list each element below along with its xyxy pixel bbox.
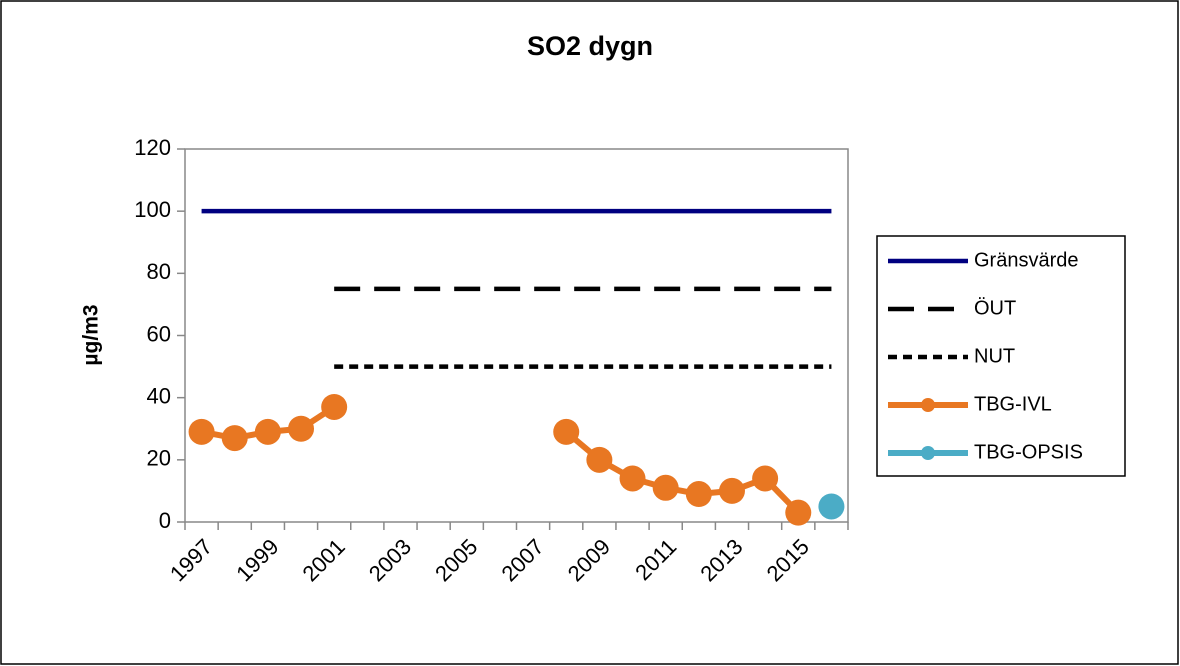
y-tick-label: 40 bbox=[147, 383, 171, 408]
marker bbox=[718, 477, 745, 504]
legend-marker bbox=[921, 446, 935, 460]
y-tick-label: 100 bbox=[134, 197, 171, 222]
y-tick-label: 0 bbox=[159, 508, 171, 533]
marker bbox=[818, 493, 845, 520]
chart-title: SO2 dygn bbox=[527, 31, 653, 61]
marker bbox=[553, 418, 580, 445]
marker bbox=[619, 465, 646, 492]
marker bbox=[652, 474, 679, 501]
legend-label: ÖUT bbox=[974, 297, 1016, 319]
marker bbox=[221, 425, 248, 452]
legend-label: TBG-IVL bbox=[974, 393, 1052, 415]
legend-label: Gränsvärde bbox=[974, 249, 1079, 271]
marker bbox=[586, 446, 613, 473]
marker bbox=[188, 418, 215, 445]
legend-label: TBG-OPSIS bbox=[974, 441, 1083, 463]
marker bbox=[785, 499, 812, 526]
y-tick-label: 20 bbox=[147, 446, 171, 471]
marker bbox=[685, 481, 712, 508]
y-tick-label: 80 bbox=[147, 259, 171, 284]
marker bbox=[254, 418, 281, 445]
marker bbox=[321, 393, 348, 420]
y-tick-label: 120 bbox=[134, 135, 171, 160]
legend-label: NUT bbox=[974, 345, 1015, 367]
marker bbox=[752, 465, 779, 492]
y-tick-label: 60 bbox=[147, 321, 171, 346]
y-axis-label: µg/m3 bbox=[80, 304, 103, 365]
marker bbox=[288, 415, 315, 442]
legend-marker bbox=[921, 398, 935, 412]
